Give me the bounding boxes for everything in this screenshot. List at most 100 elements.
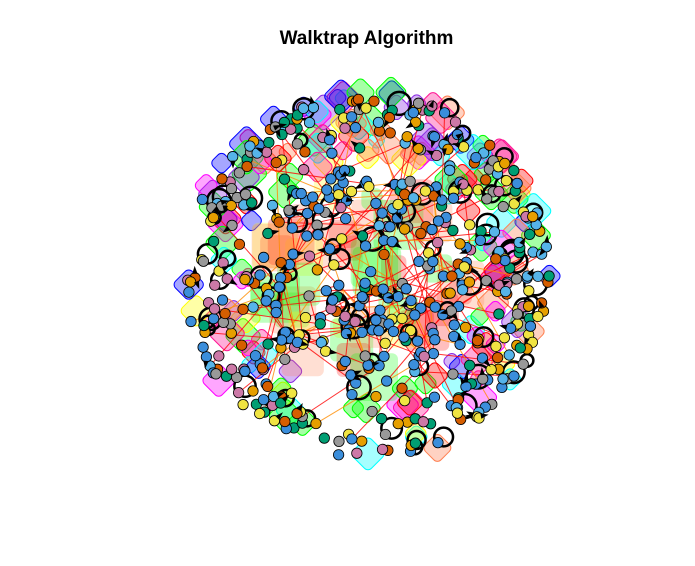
network-node [405,294,417,307]
community-hull [414,372,437,395]
edge-arrowhead [456,332,463,341]
network-node [377,283,389,295]
edge-arrowhead [383,119,390,128]
network-node [247,301,259,313]
network-node [517,358,529,370]
network-node [366,405,378,418]
network-node [321,184,333,196]
network-node [370,314,382,326]
network-node [370,197,382,209]
edge-arrowhead [350,140,359,148]
community-hull [350,353,399,401]
network-node [327,294,339,306]
network-node [454,238,466,250]
network-node [260,295,272,307]
network-node [392,418,404,430]
edge-arrowhead [270,208,277,217]
edge-arrowhead [459,376,467,385]
network-node [432,437,444,449]
network-node [376,443,389,456]
edge-arrowhead [394,222,401,231]
network-node [524,320,537,332]
network-node [299,311,312,324]
network-node [275,257,287,269]
edge-arrowhead [487,281,495,290]
network-node [481,193,493,205]
network-node [237,303,249,315]
network-node [233,238,246,250]
community-hull [375,76,407,108]
network-node [339,122,351,134]
network-node [239,365,251,377]
network-node [447,368,459,380]
self-loop [328,247,351,271]
network-node [464,219,476,231]
edge-arrowhead [377,292,385,301]
network-nodes [182,93,555,461]
network-node [262,227,274,240]
community-hull [372,131,405,165]
network-node [490,340,502,352]
network-node [471,335,484,347]
network-node [239,273,251,286]
edge-arrowhead [229,278,238,286]
network-node [301,230,313,242]
edge-arrowhead [329,349,338,355]
self-loop [380,416,404,440]
network-node [326,147,338,159]
network-node [303,117,316,129]
network-node [339,310,351,322]
network-node [359,240,372,252]
network-edge [458,263,548,283]
network-node [291,138,303,150]
network-node [409,437,422,449]
network-edge [418,355,428,403]
network-node [444,164,456,176]
network-node [383,112,396,124]
network-node [493,308,505,320]
edge-arrowhead [483,359,491,367]
network-node [257,394,270,406]
network-node [346,433,358,445]
edge-arrowhead [222,225,231,233]
edge-arrowhead [345,196,355,203]
network-node [439,107,451,119]
network-node [313,203,325,215]
network-node [254,269,266,281]
network-node [381,375,393,387]
network-node [263,136,275,149]
network-node [497,201,509,213]
edge-arrowhead [386,294,395,300]
network-node [412,335,424,347]
network-node [378,350,390,362]
network-node [362,359,374,371]
network-node [370,390,382,403]
network-node [200,351,212,363]
network-node [374,304,386,316]
network-node [499,254,511,267]
community-hull [343,397,364,419]
network-node [278,173,291,185]
network-node [275,397,287,409]
network-node [286,222,298,234]
network-node [514,342,526,354]
edge-arrowhead [287,193,293,202]
network-node [412,142,424,155]
edge-arrowhead [439,309,448,315]
network-node [340,213,352,225]
edge-arrowhead [269,336,278,343]
network-node [286,387,298,399]
network-node [213,350,225,362]
edge-arrowhead [354,182,363,189]
edge-arrowhead [371,361,380,368]
network-node [359,277,371,289]
network-node [352,93,365,106]
edge-arrowhead [455,132,464,140]
network-node [310,417,322,430]
network-node [446,270,458,282]
network-node [527,211,539,223]
network-edge [341,184,396,240]
network-node [225,183,238,195]
network-node [368,95,380,107]
